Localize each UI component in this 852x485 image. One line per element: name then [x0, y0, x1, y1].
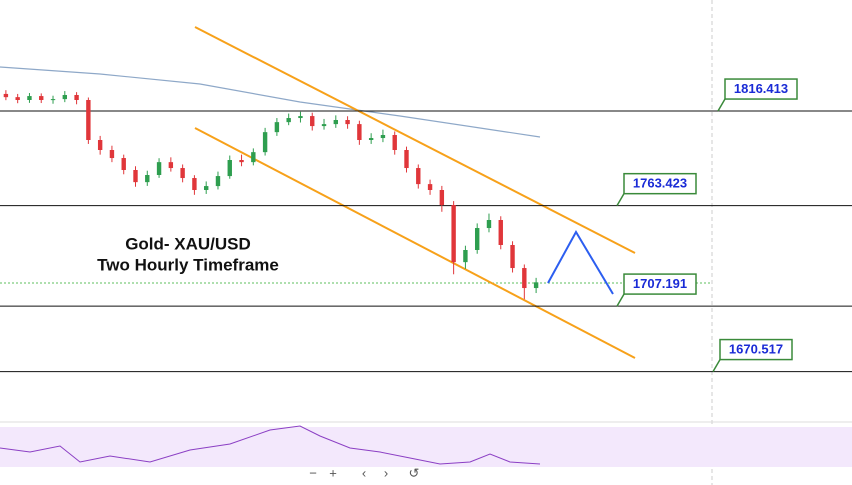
candle-body: [427, 184, 433, 190]
level-box: [623, 172, 697, 195]
level-label: 1763.423: [633, 176, 687, 191]
candle-body: [215, 176, 221, 187]
candle-body: [533, 282, 539, 289]
candle-body: [333, 120, 339, 125]
toolbar-button[interactable]: ↺: [409, 465, 420, 480]
candle-body: [97, 140, 103, 150]
candle-body: [392, 135, 397, 150]
candle-body: [156, 162, 162, 175]
toolbar-button[interactable]: +: [329, 465, 337, 480]
level-label: 1670.517: [729, 342, 783, 357]
candle-body: [15, 97, 20, 100]
candle-body: [50, 99, 56, 101]
candle-body: [203, 186, 209, 190]
moving-average: [0, 66, 541, 138]
channel-upper: [194, 26, 636, 254]
toolbar-button[interactable]: −: [309, 465, 317, 480]
candle-body: [27, 96, 32, 100]
level-label: 1816.413: [734, 81, 788, 96]
candle-body: [145, 175, 150, 183]
candle-body: [510, 245, 515, 269]
level-box: [719, 338, 793, 361]
chart-subtitle: Two Hourly Timeframe: [97, 255, 279, 274]
candle-body: [404, 150, 409, 169]
projection: [547, 229, 614, 295]
candle-body: [3, 93, 9, 98]
candle-body: [239, 160, 244, 163]
candle-body: [474, 228, 480, 250]
candle-body: [439, 190, 445, 205]
rsi-line: [0, 425, 541, 465]
candle-body: [368, 138, 374, 140]
candle-body: [274, 122, 280, 133]
candle-body: [227, 160, 232, 177]
level-box: [724, 78, 798, 100]
candle-body: [463, 250, 468, 263]
candle-body: [262, 132, 268, 153]
candle-body: [74, 95, 79, 100]
level-connector: [712, 359, 721, 372]
toolbar-button[interactable]: ‹: [362, 465, 366, 480]
channel-lower: [194, 127, 636, 359]
level-box: [623, 273, 697, 295]
candle-body: [180, 168, 185, 179]
candle-body: [86, 100, 91, 140]
level-label: 1707.191: [633, 276, 687, 291]
candle-body: [380, 135, 386, 139]
level-connector: [616, 293, 625, 307]
candle-body: [498, 220, 503, 245]
candle-body: [486, 220, 492, 229]
candle-body: [321, 124, 327, 127]
level-connector: [717, 98, 726, 112]
candle-body: [416, 168, 421, 185]
candle-body: [345, 120, 350, 125]
candle-body: [121, 158, 126, 170]
level-connector: [616, 193, 625, 207]
candle-body: [298, 116, 303, 119]
candle-body: [192, 178, 197, 190]
candle-body: [251, 152, 256, 163]
candle-body: [109, 150, 115, 159]
candle-body: [39, 96, 44, 100]
chart-title: Gold- XAU/USD: [125, 234, 251, 253]
candle-body: [310, 116, 315, 127]
candle-body: [62, 95, 68, 100]
candle-body: [286, 118, 291, 123]
candle-body: [357, 124, 362, 140]
candle-body: [168, 162, 174, 169]
candle-body: [451, 205, 456, 263]
candle-body: [522, 268, 527, 289]
toolbar-button[interactable]: ›: [384, 465, 388, 480]
candle-body: [133, 170, 138, 183]
